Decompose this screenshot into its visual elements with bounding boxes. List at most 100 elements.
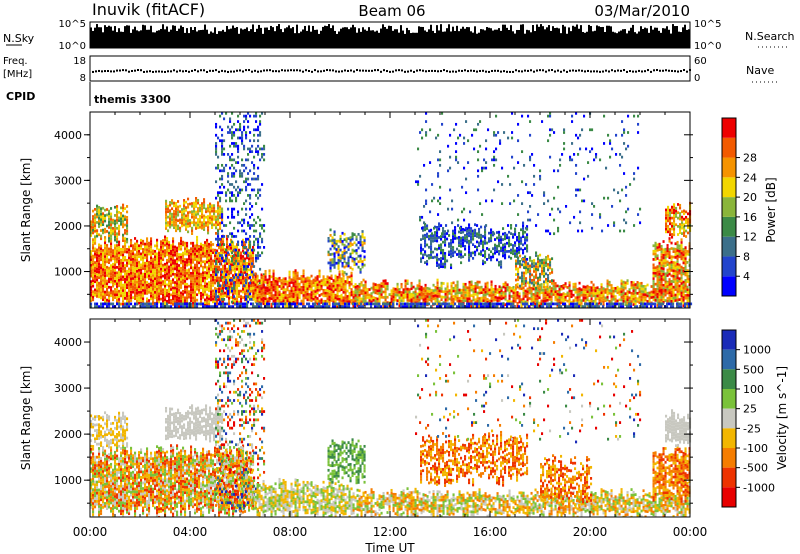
heatmap-cell [298, 288, 301, 291]
heatmap-cell [221, 235, 224, 238]
nsky-bar [602, 26, 604, 48]
heatmap-cell [164, 279, 167, 283]
heatmap-cell [204, 252, 207, 255]
heatmap-cell [342, 301, 345, 305]
freq-point [452, 70, 454, 73]
heatmap-cell [436, 258, 439, 262]
heatmap-cell [90, 228, 93, 232]
heatmap-cell [438, 266, 441, 269]
nsky-bar [326, 26, 328, 48]
heatmap-cell [194, 250, 197, 253]
heatmap-cell [154, 269, 157, 272]
heatmap-cell [231, 207, 234, 211]
heatmap-cell [376, 283, 379, 287]
heatmap-cell [338, 275, 341, 279]
heatmap-cell [604, 296, 607, 300]
heatmap-cell [184, 252, 187, 256]
heatmap-cell [578, 287, 581, 290]
heatmap-cell [190, 293, 193, 297]
heatmap-cell [176, 252, 179, 255]
heatmap-cell [188, 260, 191, 263]
heatmap-cell [484, 282, 487, 286]
heatmap-cell [169, 214, 172, 218]
heatmap-cell [514, 300, 517, 303]
heatmap-cell [382, 296, 385, 299]
heatmap-cell [502, 285, 505, 289]
nsky-bar [186, 28, 188, 48]
heatmap-cell [526, 295, 529, 299]
heatmap-cell [162, 293, 165, 297]
heatmap-cell [227, 251, 230, 255]
heatmap-cell [237, 128, 240, 132]
heatmap-cell [116, 290, 119, 294]
heatmap-cell [118, 278, 121, 282]
heatmap-cell [245, 133, 248, 137]
heatmap-cell [148, 263, 151, 267]
heatmap-cell [268, 280, 271, 284]
heatmap-cell [314, 281, 317, 285]
heatmap-cell [136, 275, 139, 279]
heatmap-cell [192, 291, 195, 294]
heatmap-cell [296, 277, 299, 280]
heatmap-cell [468, 297, 471, 301]
heatmap-cell [100, 263, 103, 267]
heatmap-cell [452, 286, 455, 290]
heatmap-cell [217, 136, 220, 140]
heatmap-cell [114, 293, 117, 297]
cpid-label: CPID [6, 90, 35, 103]
heatmap-cell [652, 292, 655, 296]
heatmap-cell [220, 251, 223, 255]
freq-point [389, 70, 391, 73]
heatmap-cell [150, 270, 153, 273]
heatmap-cell [233, 144, 236, 148]
heatmap-cell [178, 291, 181, 295]
heatmap-cell [224, 267, 227, 270]
heatmap-cell [114, 222, 117, 226]
heatmap-cell [166, 253, 169, 257]
heatmap-cell [496, 296, 499, 300]
nsky-bar [420, 26, 422, 48]
heatmap-cell [90, 296, 93, 300]
heatmap-cell [626, 292, 629, 296]
heatmap-cell [110, 215, 113, 219]
heatmap-cell [210, 252, 213, 255]
heatmap-cell [352, 306, 355, 308]
heatmap-cell [337, 261, 340, 265]
heatmap-cell [140, 244, 143, 248]
heatmap-cell [264, 291, 267, 295]
heatmap-cell [526, 290, 529, 294]
heatmap-cell [110, 286, 113, 289]
heatmap-cell [206, 266, 209, 269]
heatmap-cell [302, 285, 305, 289]
heatmap-cell [242, 257, 245, 261]
heatmap-cell [184, 247, 187, 250]
freq-point [167, 70, 169, 73]
heatmap-cell [524, 281, 527, 285]
nsky-bar [528, 30, 530, 48]
heatmap-cell [378, 297, 381, 301]
heatmap-cell [478, 286, 481, 289]
heatmap-cell [226, 295, 229, 298]
heatmap-cell [128, 256, 131, 260]
heatmap-cell [102, 268, 105, 271]
heatmap-cell [236, 256, 239, 260]
heatmap-cell [183, 209, 186, 213]
nsky-bar [104, 25, 106, 48]
heatmap-cell [128, 300, 131, 304]
heatmap-cell [195, 205, 198, 208]
heatmap-cell [420, 285, 423, 289]
freq-point [368, 69, 370, 72]
heatmap-cell [256, 285, 259, 289]
heatmap-cell [602, 292, 605, 296]
heatmap-cell [162, 244, 165, 248]
heatmap-cell [357, 246, 360, 250]
heatmap-cell [402, 296, 405, 300]
heatmap-cell [590, 297, 593, 301]
nsky-bar [248, 31, 250, 48]
heatmap-cell [526, 298, 529, 302]
heatmap-cell [233, 122, 236, 126]
heatmap-cell [116, 240, 119, 244]
heatmap-cell [324, 294, 327, 298]
heatmap-cell [168, 243, 171, 247]
nsky-bar [374, 31, 376, 48]
